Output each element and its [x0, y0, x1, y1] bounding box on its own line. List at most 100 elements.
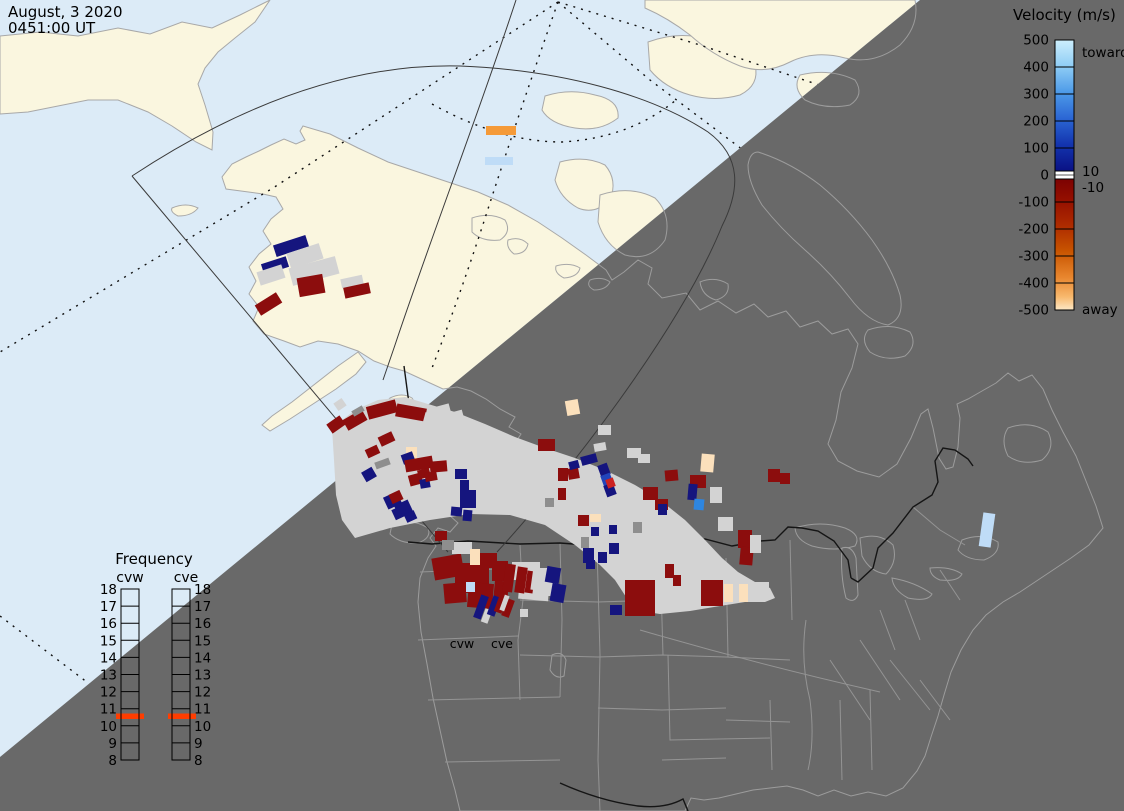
- velocity-cell: [591, 527, 599, 536]
- velocity-cell: [658, 504, 667, 515]
- upper-threshold-label: 10: [1082, 164, 1099, 180]
- velocity-cell: [486, 595, 502, 617]
- velocity-cell: [625, 580, 655, 616]
- velocity-cell: [609, 543, 619, 554]
- away-label: away: [1082, 302, 1118, 318]
- velocity-cell: [501, 598, 515, 618]
- velocity-cell: [664, 469, 679, 482]
- velocity-cell: [583, 548, 594, 563]
- velocity-cell: [443, 582, 467, 604]
- frequency-tick-label-left: 16: [100, 616, 117, 632]
- date-text: August, 3 2020: [8, 3, 123, 21]
- frequency-tick-label-left: 9: [108, 736, 117, 752]
- velocity-legend-title: Velocity (m/s): [1013, 6, 1116, 24]
- velocity-cell: [605, 477, 616, 489]
- velocity-tick-labels: 500 400 300 200 100 0 -100 -200 -300 -400 -500: [1018, 33, 1049, 319]
- frequency-col-cvw: cvw: [116, 570, 143, 586]
- frequency-tick-label-left: 18: [100, 582, 117, 598]
- velocity-colorbar-toward: [1055, 40, 1074, 171]
- velocity-tick-label: -100: [1018, 195, 1049, 211]
- velocity-cell: [256, 264, 286, 286]
- velocity-cell: [739, 584, 748, 602]
- time-text: 0451:00 UT: [8, 19, 96, 37]
- velocity-cell: [610, 605, 622, 615]
- velocity-tick-label: -500: [1018, 303, 1049, 319]
- velocity-cells-layer: [254, 126, 996, 624]
- velocity-cell: [530, 565, 540, 591]
- velocity-cell: [334, 433, 351, 449]
- velocity-cell: [558, 488, 566, 500]
- frequency-tick-label-right: 15: [194, 633, 211, 649]
- velocity-cell: [485, 157, 513, 165]
- velocity-cell: [470, 549, 480, 565]
- frequency-tick-label-left: 12: [100, 685, 117, 701]
- map-label-cvw: cvw: [450, 636, 475, 651]
- velocity-cell: [638, 454, 650, 463]
- velocity-cell: [718, 517, 733, 531]
- velocity-cell: [450, 506, 463, 517]
- velocity-cell: [627, 448, 641, 458]
- velocity-cell: [333, 397, 347, 412]
- frequency-tick-label-left: 8: [108, 753, 117, 769]
- lower-threshold-label: -10: [1082, 180, 1104, 196]
- velocity-cell: [586, 560, 595, 569]
- velocity-cell: [486, 126, 516, 135]
- frequency-tick-label-right: 9: [194, 736, 203, 752]
- velocity-cell: [442, 540, 454, 550]
- velocity-cell: [462, 509, 473, 522]
- velocity-cell: [665, 564, 674, 578]
- velocity-cell: [581, 537, 589, 548]
- velocity-cell: [537, 487, 550, 498]
- velocity-cell: [460, 490, 476, 508]
- velocity-cell: [473, 594, 489, 620]
- velocity-cell: [502, 563, 516, 593]
- velocity-tick-label: 200: [1023, 114, 1049, 130]
- velocity-cell: [395, 403, 427, 422]
- velocity-colorbar-frame: [1054, 39, 1075, 311]
- frequency-tick-label-left: 11: [100, 702, 117, 718]
- velocity-cell: [578, 515, 589, 526]
- velocity-cell: [580, 453, 598, 466]
- frequency-marker-cvw: [116, 713, 144, 719]
- velocity-cell: [598, 425, 611, 435]
- velocity-cell: [544, 565, 562, 585]
- velocity-cell: [435, 531, 447, 541]
- frequency-tick-label-right: 8: [194, 753, 203, 769]
- velocity-cell: [710, 487, 722, 503]
- velocity-cell: [687, 483, 698, 501]
- velocity-cell: [365, 399, 399, 420]
- velocity-cell: [609, 525, 617, 534]
- velocity-cell: [598, 552, 607, 563]
- toward-label: toward: [1082, 45, 1124, 61]
- velocity-cell: [549, 582, 567, 604]
- velocity-cell: [768, 469, 780, 482]
- frequency-box-cve: [171, 588, 191, 761]
- velocity-cell: [424, 471, 438, 482]
- velocity-cell: [403, 510, 418, 523]
- frequency-tick-label-right: 12: [194, 685, 211, 701]
- velocity-cell: [450, 409, 464, 421]
- velocity-cell: [466, 582, 475, 592]
- velocity-cell: [452, 542, 472, 554]
- velocity-cell: [404, 455, 434, 473]
- frequency-tick-label-right: 17: [194, 599, 211, 615]
- velocity-cell: [564, 398, 581, 417]
- velocity-tick-label: 100: [1023, 141, 1049, 157]
- map-label-cve: cve: [491, 636, 513, 651]
- velocity-cell: [700, 453, 715, 473]
- frequency-tick-label-right: 14: [194, 650, 211, 666]
- velocity-cell: [455, 469, 467, 479]
- velocity-cell: [593, 442, 607, 452]
- velocity-cell: [492, 561, 508, 581]
- velocity-cell: [733, 584, 740, 602]
- timestamp: August, 3 2020 0451:00 UT: [8, 3, 123, 37]
- velocity-tick-label: 400: [1023, 60, 1049, 76]
- velocity-cell: [633, 522, 642, 533]
- velocity-cell: [673, 575, 681, 586]
- velocity-cell: [296, 273, 326, 298]
- velocity-cell: [738, 530, 752, 548]
